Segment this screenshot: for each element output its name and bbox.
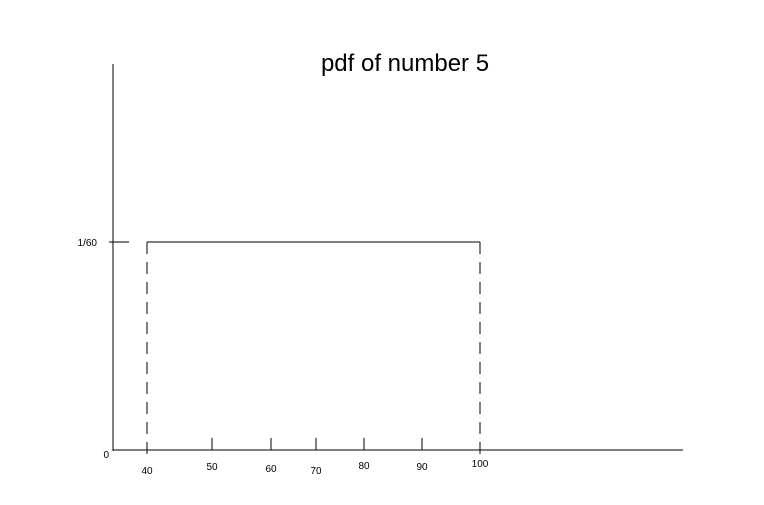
x-tick-label: 50 <box>206 462 218 473</box>
x-tick-label: 70 <box>310 466 322 477</box>
x-tick-label: 90 <box>416 462 428 473</box>
x-tick-label: 100 <box>472 459 489 470</box>
chart-title: pdf of number 5 <box>320 50 490 77</box>
x-tick-label: 80 <box>358 461 370 472</box>
y-tick-label: 1/60 <box>78 238 98 249</box>
x-tick-label: 60 <box>265 464 277 475</box>
y-tick-label: 0 <box>103 450 109 461</box>
x-tick-label: 40 <box>141 466 153 477</box>
